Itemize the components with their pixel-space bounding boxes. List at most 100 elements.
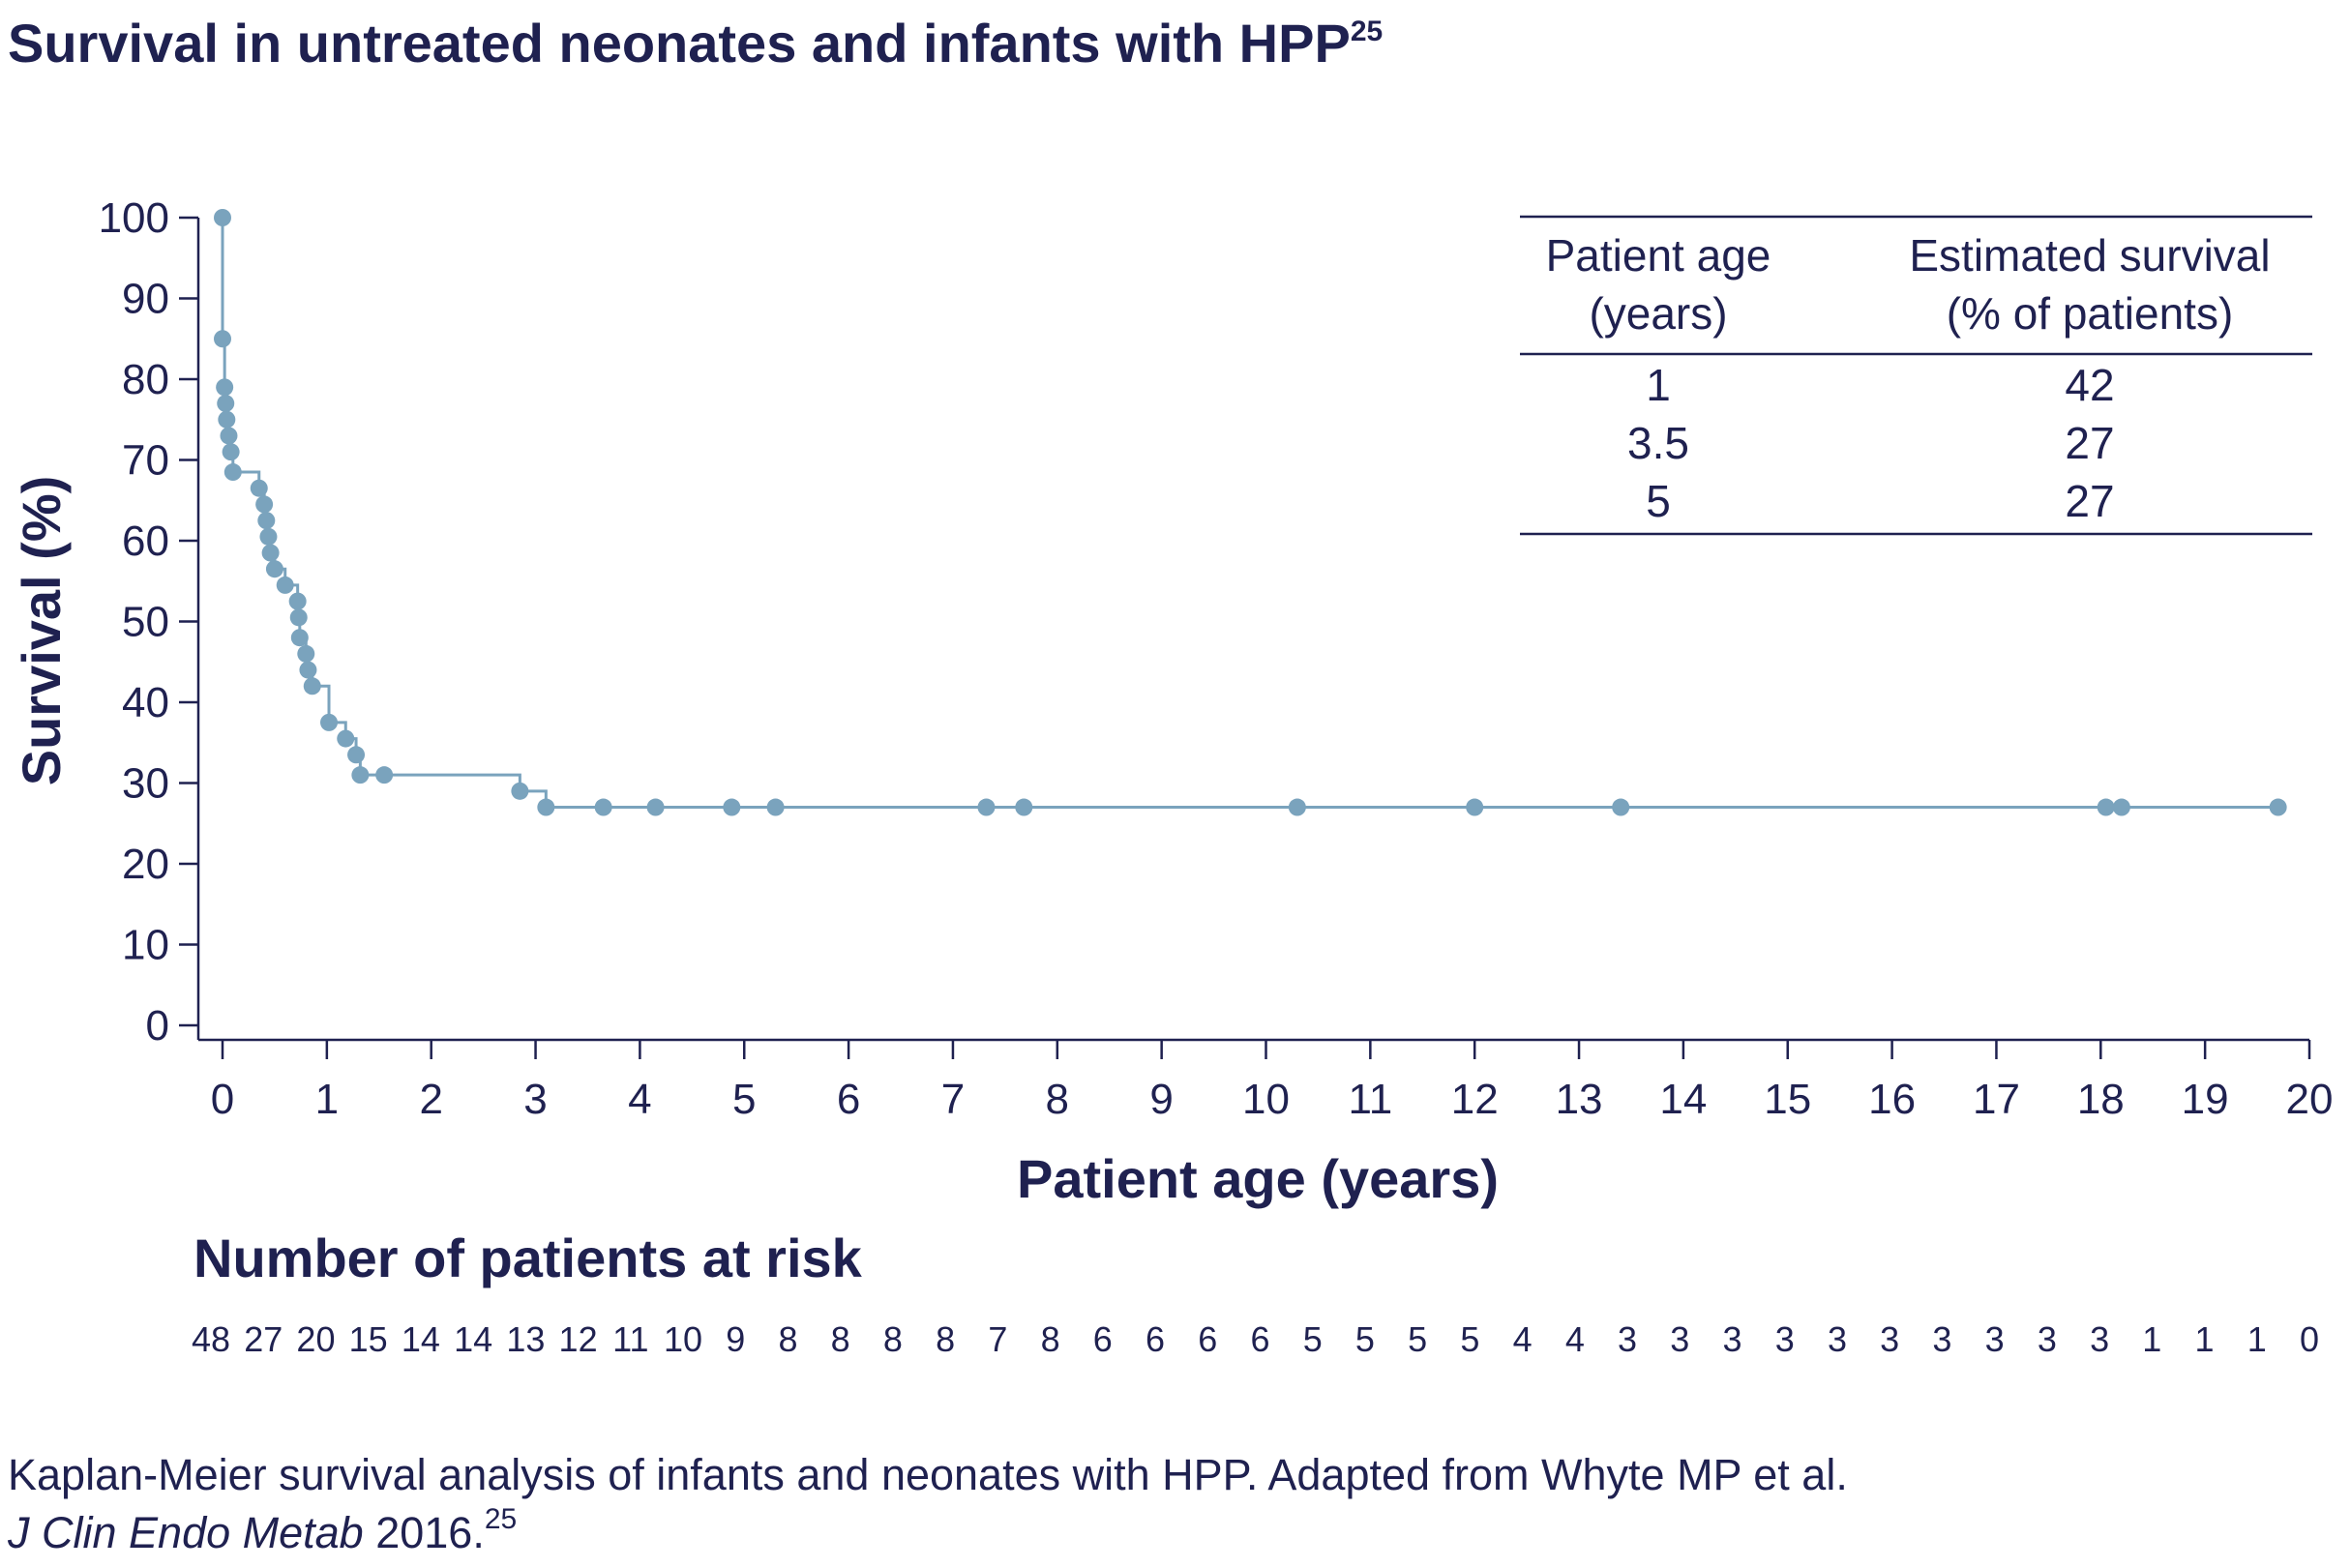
at-risk-count: 3 <box>1618 1319 1637 1359</box>
survival-estimate-table: Patient age (years) Estimated survival (… <box>1520 215 2312 536</box>
x-tick-label: 12 <box>1451 1076 1499 1123</box>
x-tick-label: 1 <box>315 1076 339 1123</box>
at-risk-count: 5 <box>1460 1319 1479 1359</box>
survival-point <box>222 443 240 461</box>
survival-point <box>537 798 555 816</box>
at-risk-count: 3 <box>1723 1319 1742 1359</box>
at-risk-title: Number of patients at risk <box>193 1228 863 1288</box>
at-risk-count: 3 <box>1932 1319 1951 1359</box>
y-tick-label: 20 <box>122 841 169 888</box>
survival-point <box>1466 798 1484 816</box>
survival-point <box>290 629 309 647</box>
at-risk-count: 15 <box>349 1319 388 1359</box>
at-risk-count: 13 <box>506 1319 545 1359</box>
x-tick-label: 3 <box>523 1076 547 1123</box>
survival-point <box>2269 798 2287 816</box>
at-risk-count: 3 <box>1985 1319 2005 1359</box>
survival-point <box>214 209 231 226</box>
x-tick-label: 15 <box>1764 1076 1811 1123</box>
survival-point <box>299 661 317 679</box>
survival-point <box>265 560 283 578</box>
at-risk-count: 4 <box>1565 1319 1585 1359</box>
survival-point <box>288 592 307 610</box>
at-risk-count: 8 <box>831 1319 850 1359</box>
chart-title-text: Survival in untreated neonates and infan… <box>8 13 1351 74</box>
at-risk-count: 6 <box>1250 1319 1269 1359</box>
table-cell-survival: 27 <box>2065 476 2114 526</box>
survival-point <box>375 766 394 784</box>
table-header-age-line1: Patient age <box>1546 230 1771 281</box>
x-tick-label: 13 <box>1556 1076 1603 1123</box>
x-tick-label: 2 <box>419 1076 442 1123</box>
y-tick-label: 90 <box>122 276 169 323</box>
survival-point <box>297 644 315 663</box>
at-risk-count: 1 <box>2247 1319 2267 1359</box>
y-tick-label: 50 <box>122 599 169 646</box>
table-header-age-line2: (years) <box>1589 288 1727 339</box>
at-risk-count: 10 <box>664 1319 702 1359</box>
survival-point <box>289 608 308 627</box>
y-axis-ticks: 0 10 20 30 40 50 60 70 80 90 100 <box>99 194 198 1050</box>
survival-point <box>257 512 276 530</box>
survival-point <box>223 463 242 482</box>
table-header-survival-line2: (% of patients) <box>1947 288 2234 339</box>
survival-point <box>214 330 231 348</box>
chart-title: Survival in untreated neonates and infan… <box>8 13 1383 74</box>
caption-superscript: 25 <box>485 1503 517 1535</box>
survival-point <box>646 798 665 816</box>
y-tick-label: 10 <box>122 922 169 969</box>
table-header-survival-line1: Estimated survival <box>1909 230 2270 281</box>
survival-point <box>1288 798 1306 816</box>
x-axis-title: Patient age (years) <box>1017 1148 1499 1209</box>
survival-point <box>217 395 235 413</box>
survival-point <box>276 576 294 594</box>
survival-series <box>214 209 2287 816</box>
table-cell-age: 1 <box>1646 360 1671 410</box>
at-risk-count: 9 <box>726 1319 745 1359</box>
survival-point <box>303 677 321 695</box>
at-risk-count: 3 <box>2038 1319 2057 1359</box>
at-risk-count: 20 <box>296 1319 335 1359</box>
survival-point <box>261 544 280 562</box>
caption-journal: J Clin Endo Metab <box>7 1508 364 1557</box>
at-risk-count: 3 <box>1828 1319 1847 1359</box>
at-risk-count: 11 <box>612 1319 648 1359</box>
at-risk-count: 14 <box>454 1319 492 1359</box>
survival-point <box>255 495 274 514</box>
x-tick-label: 7 <box>941 1076 965 1123</box>
at-risk-count: 5 <box>1355 1319 1375 1359</box>
caption-year: 2016. <box>364 1508 485 1557</box>
at-risk-count: 4 <box>1513 1319 1533 1359</box>
table-cell-survival: 27 <box>2065 418 2114 468</box>
x-tick-label: 17 <box>1973 1076 2020 1123</box>
axes <box>196 218 2309 1042</box>
table-cell-age: 3.5 <box>1627 418 1689 468</box>
x-tick-label: 19 <box>2182 1076 2229 1123</box>
y-tick-label: 80 <box>122 356 169 403</box>
survival-point <box>320 713 339 731</box>
survival-point <box>511 782 529 800</box>
x-tick-label: 18 <box>2077 1076 2125 1123</box>
at-risk-numbers: 48 27 20 15 14 14 13 12 11 10 9 8 8 8 8 7 8 6 6 6 6 5 5 5 5 4 4 3 3 3… <box>192 1319 2319 1359</box>
x-tick-label: 4 <box>628 1076 651 1123</box>
survival-point <box>250 479 268 497</box>
y-tick-label: 0 <box>146 1002 169 1050</box>
x-tick-label: 10 <box>1242 1076 1290 1123</box>
at-risk-count: 6 <box>1198 1319 1217 1359</box>
at-risk-count: 7 <box>988 1319 1007 1359</box>
at-risk-count: 27 <box>244 1319 283 1359</box>
survival-point <box>337 729 355 748</box>
at-risk-count: 1 <box>2142 1319 2161 1359</box>
at-risk-count: 8 <box>778 1319 797 1359</box>
survival-point <box>347 746 366 764</box>
y-tick-label: 100 <box>99 194 169 242</box>
y-tick-label: 70 <box>122 437 169 485</box>
at-risk-count: 3 <box>1670 1319 1689 1359</box>
survival-point <box>1015 798 1033 816</box>
survival-point <box>351 766 370 784</box>
y-tick-label: 60 <box>122 518 169 565</box>
x-tick-label: 9 <box>1149 1076 1173 1123</box>
at-risk-count: 12 <box>559 1319 598 1359</box>
at-risk-count: 48 <box>192 1319 230 1359</box>
